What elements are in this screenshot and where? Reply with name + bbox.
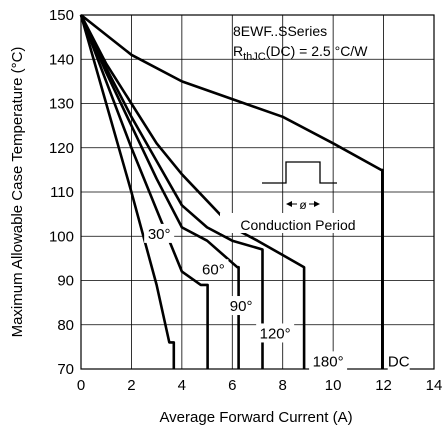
curve-label-bg bbox=[309, 351, 348, 371]
rth-symbol: R bbox=[233, 43, 244, 59]
curve-labels: 30° 60° 90° 120° 180° DC bbox=[144, 223, 410, 371]
arrow-head-left bbox=[286, 201, 292, 207]
curve-label: 60° bbox=[202, 261, 225, 278]
y-tick-label: 70 bbox=[57, 361, 74, 378]
x-tick-label: 2 bbox=[127, 377, 135, 394]
curve-label-bg bbox=[387, 351, 410, 371]
arrow-head-right bbox=[314, 201, 320, 207]
y-tick-label: 140 bbox=[49, 51, 74, 68]
curve-label-bg bbox=[198, 259, 229, 279]
curve-label-bg bbox=[226, 296, 257, 316]
x-tick-label: 0 bbox=[77, 377, 85, 394]
curve-label: 120° bbox=[260, 325, 291, 342]
curve-label: 180° bbox=[313, 353, 344, 370]
x-tick-label: 8 bbox=[279, 377, 287, 394]
y-tick-label: 100 bbox=[49, 228, 74, 245]
plot-frame bbox=[80, 14, 435, 370]
phi-label-bg bbox=[297, 197, 309, 211]
conduction-period-diagram: ø Conduction Period bbox=[220, 161, 370, 233]
phi-label: ø bbox=[299, 198, 307, 212]
x-tick-label: 12 bbox=[375, 377, 392, 394]
conduction-period-label: Conduction Period bbox=[240, 217, 355, 233]
y-tick-label: 90 bbox=[57, 273, 74, 290]
tick-labels: 0 2 4 6 8 10 12 14 70 80 90 100 110 120 130 140 150 bbox=[49, 7, 442, 394]
series-title: 8EWF..SSeries bbox=[233, 23, 328, 39]
series-line bbox=[79, 14, 176, 369]
curve-label-bg bbox=[256, 323, 295, 343]
y-tick-label: 110 bbox=[50, 184, 74, 201]
y-tick-label: 130 bbox=[49, 96, 74, 113]
curve-label: DC bbox=[388, 353, 410, 370]
series-line bbox=[79, 14, 306, 369]
rth-subscript: thJC bbox=[243, 51, 266, 63]
curve-label: 30° bbox=[148, 226, 171, 243]
series-line bbox=[79, 14, 240, 369]
y-axis-title: Maximum Allowable Case Temperature (°C) bbox=[9, 47, 26, 338]
x-tick-label: 10 bbox=[325, 377, 342, 394]
data-series bbox=[79, 13, 384, 369]
curve-label: 90° bbox=[230, 298, 253, 315]
y-tick-label: 80 bbox=[57, 317, 74, 334]
curve-label-bg bbox=[144, 223, 175, 243]
series-line bbox=[80, 13, 384, 369]
series-line bbox=[79, 14, 264, 369]
y-tick-label: 150 bbox=[49, 7, 74, 24]
y-tick-label: 120 bbox=[49, 140, 74, 157]
rth-value: (DC) = 2.5 °C/W bbox=[265, 43, 368, 59]
x-tick-label: 14 bbox=[426, 377, 443, 394]
pulse-waveform bbox=[262, 161, 337, 184]
conduction-legend-box bbox=[220, 213, 370, 233]
x-axis-title: Average Forward Current (A) bbox=[159, 409, 352, 426]
x-tick-label: 6 bbox=[228, 377, 236, 394]
thermal-resistance-label: RthJC(DC) = 2.5 °C/W bbox=[233, 43, 367, 63]
x-tick-label: 4 bbox=[178, 377, 186, 394]
